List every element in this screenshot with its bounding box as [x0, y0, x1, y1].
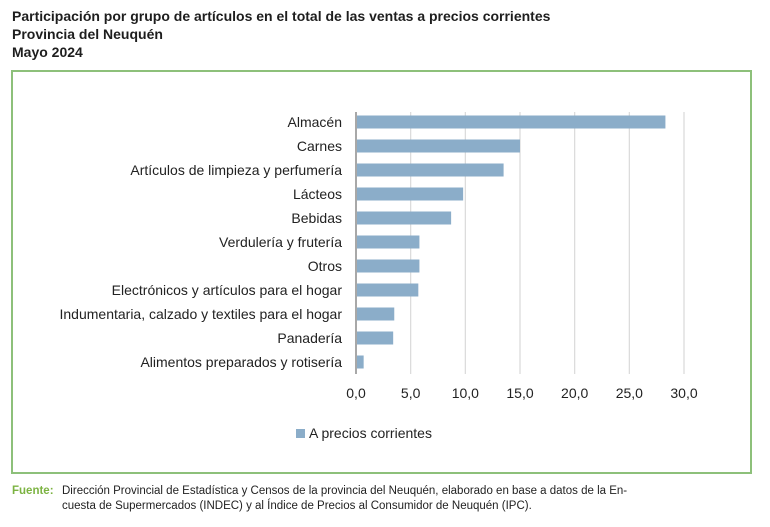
category-label: Electrónicos y artículos para el hogar: [112, 282, 343, 298]
x-tick-label: 15,0: [506, 385, 533, 401]
category-label: Almacén: [288, 114, 342, 130]
bars: [357, 115, 666, 369]
category-label: Artículos de limpieza y perfumería: [130, 162, 342, 178]
bar: [357, 115, 666, 129]
bar: [357, 331, 394, 345]
x-tick-label: 20,0: [561, 385, 588, 401]
source-label: Fuente:: [12, 485, 54, 497]
source-text: Dirección Provincial de Estadística y Ce…: [62, 484, 742, 514]
chart-subtitle-period: Mayo 2024: [12, 44, 83, 60]
category-label: Indumentaria, calzado y textiles para el…: [60, 306, 343, 322]
x-tick-label: 30,0: [670, 385, 697, 401]
category-label: Otros: [308, 258, 342, 274]
legend-swatch-icon: [296, 428, 305, 438]
category-label: Alimentos preparados y rotisería: [140, 354, 342, 370]
x-tick-label: 0,0: [346, 385, 366, 401]
legend: A precios corrientes: [296, 425, 432, 441]
category-label: Bebidas: [291, 210, 342, 226]
x-tick-label: 5,0: [401, 385, 421, 401]
category-label: Verdulería y frutería: [219, 234, 342, 250]
x-tick-label: 10,0: [452, 385, 479, 401]
x-tick-label: 25,0: [616, 385, 643, 401]
category-label: Panadería: [277, 330, 342, 346]
chart-frame: [11, 70, 752, 474]
category-labels: Almacén Carnes Artículos de limpieza y per…: [60, 114, 343, 370]
bar: [357, 187, 464, 201]
legend-label: A precios corrientes: [309, 425, 432, 441]
category-label: Carnes: [297, 138, 342, 154]
category-label: Lácteos: [293, 186, 342, 202]
bar: [357, 139, 520, 153]
bar: [357, 283, 419, 297]
chart-title: Participación por grupo de artículos en …: [12, 8, 551, 24]
bar: [357, 259, 420, 273]
bar: [357, 355, 364, 369]
gridlines: [355, 112, 685, 374]
chart-title-block: Participación por grupo de artículos en …: [12, 7, 550, 61]
bar: [357, 307, 395, 321]
source-text-line1: Dirección Provincial de Estadística y Ce…: [62, 485, 628, 497]
bar: [357, 163, 504, 177]
source-text-line2: cuesta de Supermercados (INDEC) y al Índ…: [62, 500, 532, 512]
bar: [357, 211, 452, 225]
chart-subtitle-region: Provincia del Neuquén: [12, 26, 163, 42]
x-axis-ticks: 0,0 5,0 10,0 15,0 20,0 25,0 30,0: [346, 385, 698, 401]
bar: [357, 235, 420, 249]
